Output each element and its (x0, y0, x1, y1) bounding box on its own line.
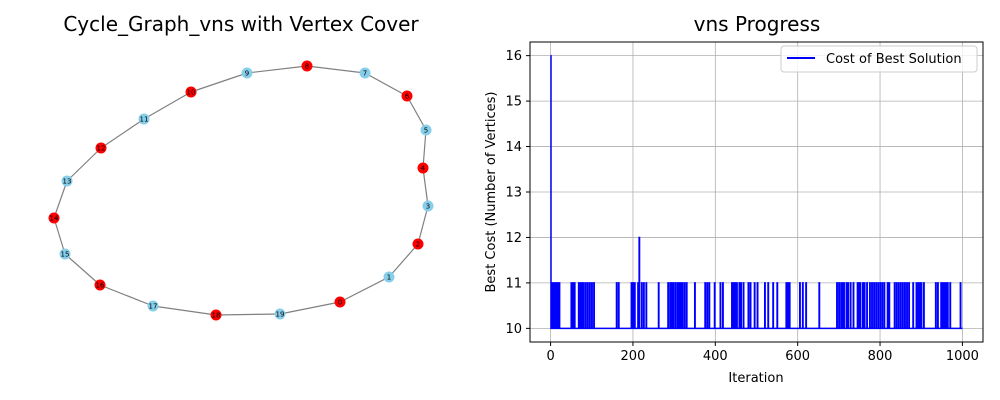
legend: Cost of Best Solution (780, 45, 978, 73)
graph-edge (306, 65, 366, 74)
y-axis-label: Best Cost (Number of Vertices) (484, 92, 499, 293)
graph-node (185, 86, 197, 98)
x-tick-label: 200 (621, 349, 646, 364)
graph-node (138, 113, 150, 125)
graph-node-label: 12 (97, 145, 106, 153)
graph-node-label: 14 (50, 215, 59, 223)
graph-node (95, 142, 107, 154)
x-tick-label: 400 (703, 349, 728, 364)
y-ticks: 10 11 12 13 14 15 16 (505, 49, 530, 337)
graph-node (241, 67, 253, 79)
graph-edge (53, 217, 66, 255)
graph-node (412, 238, 424, 250)
graph-node (94, 279, 106, 291)
x-axis-label: Iteration (728, 371, 783, 386)
graph-edge (190, 72, 248, 93)
graph-node (59, 248, 71, 260)
graph-node (417, 162, 429, 174)
y-tick-label: 14 (505, 140, 522, 155)
graph-edge (100, 118, 145, 149)
series-line-cost-of-best-solution (550, 54, 963, 330)
graph-edges (53, 65, 429, 316)
graph-node-label: 18 (212, 312, 221, 320)
graph-node-label: 1 (387, 274, 391, 282)
graph-edge (246, 65, 308, 74)
x-tick-label: 600 (785, 349, 810, 364)
y-tick-label: 15 (505, 95, 522, 110)
x-tick-label: 0 (546, 349, 554, 364)
graph-node (401, 90, 413, 102)
x-tick-label: 1000 (946, 349, 979, 364)
graph-node-label: 16 (96, 282, 105, 290)
graph-node-label: 0 (338, 299, 342, 307)
y-tick-label: 11 (505, 276, 522, 291)
graph-edge (422, 167, 429, 207)
graph-edge (53, 180, 68, 219)
graph-node-label: 15 (61, 251, 70, 259)
graph-edge (364, 72, 408, 97)
graph-edge (66, 147, 102, 182)
graph-edge (406, 95, 427, 131)
graph-node-label: 13 (63, 178, 72, 186)
graph-edge (152, 305, 217, 316)
graph-node (334, 296, 346, 308)
graph-node-label: 2 (416, 241, 420, 249)
progress-title: vns Progress (694, 12, 821, 36)
graph-edge (215, 313, 281, 316)
y-tick-label: 16 (505, 49, 522, 64)
graph-node (210, 309, 222, 321)
graph-node (274, 308, 286, 320)
graph-node (359, 67, 371, 79)
graph-node (61, 175, 73, 187)
graph-node-label: 7 (363, 70, 367, 78)
graph-node (420, 124, 432, 136)
graph-node (147, 300, 159, 312)
progress-panel: vns Progress 0 200 400 600 800 1000 101112131… (484, 12, 984, 386)
graph-node (301, 60, 313, 72)
graph-node-label: 19 (276, 311, 285, 319)
graph-edge (143, 91, 192, 120)
legend-box (780, 45, 978, 73)
graph-node-label: 4 (421, 165, 426, 173)
graph-edge (388, 243, 419, 278)
y-tick-label: 10 (505, 322, 522, 337)
graph-edge (64, 253, 101, 286)
graph-node (383, 271, 395, 283)
graph-node-label: 10 (187, 89, 196, 97)
x-tick-label: 800 (868, 349, 893, 364)
graph-edge (99, 284, 154, 307)
graph-node-label: 17 (149, 303, 158, 311)
legend-label: Cost of Best Solution (826, 52, 962, 67)
graph-node-label: 11 (140, 116, 149, 124)
x-ticks: 0 200 400 600 800 1000 (546, 342, 979, 364)
y-tick-label: 13 (505, 186, 522, 201)
graph-edge (339, 276, 390, 303)
graph-edge (279, 301, 341, 315)
graph-node-label: 6 (405, 93, 410, 101)
graph-node (422, 200, 434, 212)
graph-node-label: 8 (305, 63, 309, 71)
y-tick-label: 12 (505, 231, 522, 246)
graph-title: Cycle_Graph_vns with Vertex Cover (63, 12, 419, 36)
graph-panel: Cycle_Graph_vns with Vertex Cover 012345… (48, 12, 434, 321)
graph-edge (417, 205, 429, 245)
grid (530, 42, 983, 342)
graph-node-label: 3 (426, 203, 430, 211)
graph-node (48, 212, 60, 224)
graph-node-label: 9 (245, 70, 249, 78)
graph-edge (422, 129, 427, 169)
series-layer (550, 54, 963, 330)
graph-node-label: 5 (424, 127, 428, 135)
